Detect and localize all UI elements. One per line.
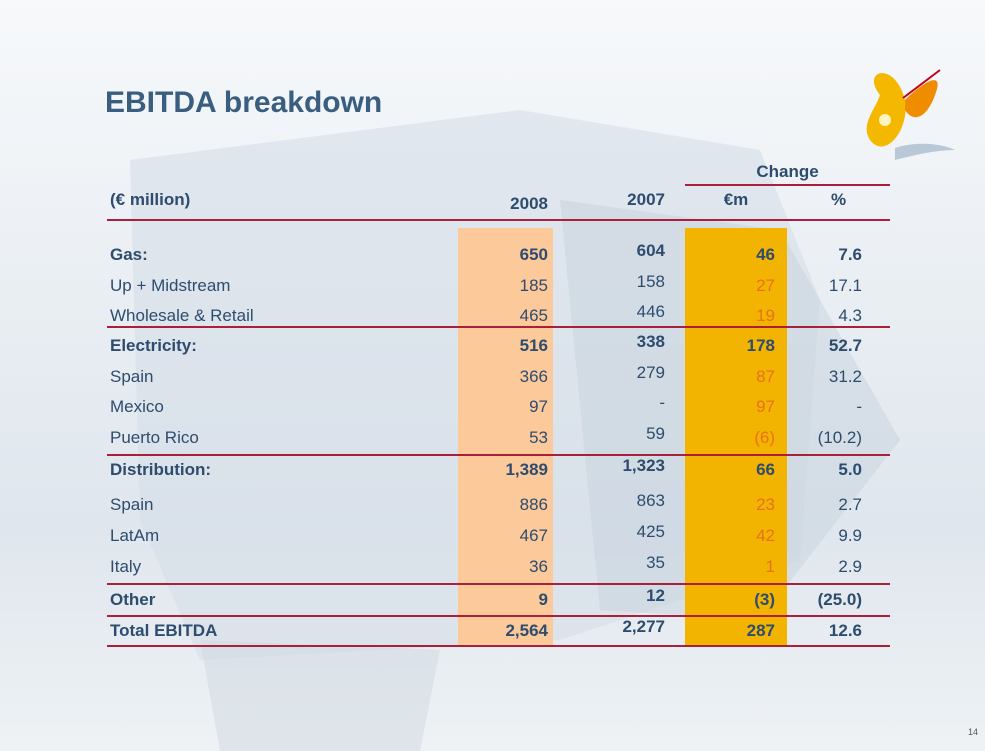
cell-value: 425: [636, 522, 665, 541]
cell-value: 52.7: [828, 336, 862, 355]
row-label: Gas:: [110, 245, 148, 264]
cell-value: 66: [756, 460, 775, 479]
cell-value: 17.1: [828, 276, 862, 295]
cell-value: 4.3: [838, 306, 862, 325]
cell-value: 1,323: [622, 456, 665, 475]
cell-value: 23: [756, 495, 775, 514]
cell-value: 366: [519, 367, 548, 386]
highlight-change: [685, 228, 787, 646]
column-header: (€ million): [110, 190, 191, 209]
cell-value: 9.9: [838, 526, 862, 545]
cell-value: 97: [529, 397, 548, 416]
rule: [685, 184, 890, 186]
cell-value: 2,564: [505, 621, 548, 640]
cell-value: (6): [754, 428, 775, 447]
cell-value: 2.7: [838, 495, 862, 514]
cell-value: 886: [519, 495, 548, 514]
row-label: Electricity:: [110, 336, 197, 355]
cell-value: 158: [636, 272, 665, 291]
cell-value: 1: [765, 557, 775, 576]
cell-value: 2,277: [622, 617, 665, 636]
row-label: Distribution:: [110, 460, 212, 479]
butterfly-logo: [866, 69, 955, 160]
cell-value: 7.6: [838, 245, 862, 264]
cell-value: 516: [519, 336, 548, 355]
column-header: €m: [723, 190, 749, 209]
page-number: 14: [968, 727, 979, 737]
row-label: Spain: [110, 367, 154, 386]
cell-value: 46: [756, 245, 775, 264]
cell-value: 465: [519, 306, 548, 325]
row-label: Up + Midstream: [110, 276, 231, 295]
row-label: Total EBITDA: [110, 621, 218, 640]
cell-value: 97: [756, 397, 775, 416]
cell-value: -: [659, 393, 665, 412]
column-header: 2008: [510, 194, 548, 213]
group-header: Change: [756, 162, 819, 181]
cell-value: 19: [756, 306, 775, 325]
cell-value: 287: [746, 621, 775, 640]
rule: [107, 219, 890, 221]
cell-value: 12.6: [828, 621, 862, 640]
rule: [107, 454, 890, 456]
cell-value: 53: [529, 428, 548, 447]
cell-value: 87: [756, 367, 775, 386]
cell-value: 185: [519, 276, 548, 295]
column-header: 2007: [627, 190, 665, 209]
cell-value: 467: [519, 526, 548, 545]
rule: [107, 583, 890, 585]
cell-value: 863: [636, 491, 665, 510]
rule: [107, 326, 890, 328]
row-label: Italy: [110, 557, 142, 576]
cell-value: 59: [646, 424, 665, 443]
cell-value: 12: [646, 586, 665, 605]
cell-value: 27: [756, 276, 775, 295]
cell-value: 650: [519, 245, 548, 264]
cell-value: (10.2): [817, 428, 862, 447]
column-header: %: [830, 190, 847, 209]
cell-value: 1,389: [505, 460, 548, 479]
row-label: Puerto Rico: [110, 428, 199, 447]
rule: [107, 645, 890, 647]
cell-value: 36: [529, 557, 548, 576]
cell-value: 5.0: [838, 460, 862, 479]
row-label: Spain: [110, 495, 154, 514]
cell-value: 178: [746, 336, 775, 355]
row-label: LatAm: [110, 526, 160, 545]
cell-value: 604: [636, 241, 665, 260]
cell-value: 279: [636, 363, 665, 382]
cell-value: 42: [756, 526, 775, 545]
cell-value: -: [856, 397, 862, 416]
row-label: Mexico: [110, 397, 164, 416]
cell-value: 35: [646, 553, 665, 572]
cell-value: (3): [754, 590, 775, 609]
highlight-2008: [458, 228, 553, 646]
rule: [107, 615, 890, 617]
row-label: Wholesale & Retail: [110, 306, 254, 325]
row-label: Other: [110, 590, 156, 609]
cell-value: 9: [538, 590, 548, 609]
cell-value: (25.0): [817, 590, 862, 609]
cell-value: 446: [636, 302, 665, 321]
slide-title: EBITDA breakdown: [105, 86, 383, 119]
cell-value: 338: [636, 332, 665, 351]
cell-value: 2.9: [838, 557, 862, 576]
cell-value: 31.2: [828, 367, 862, 386]
